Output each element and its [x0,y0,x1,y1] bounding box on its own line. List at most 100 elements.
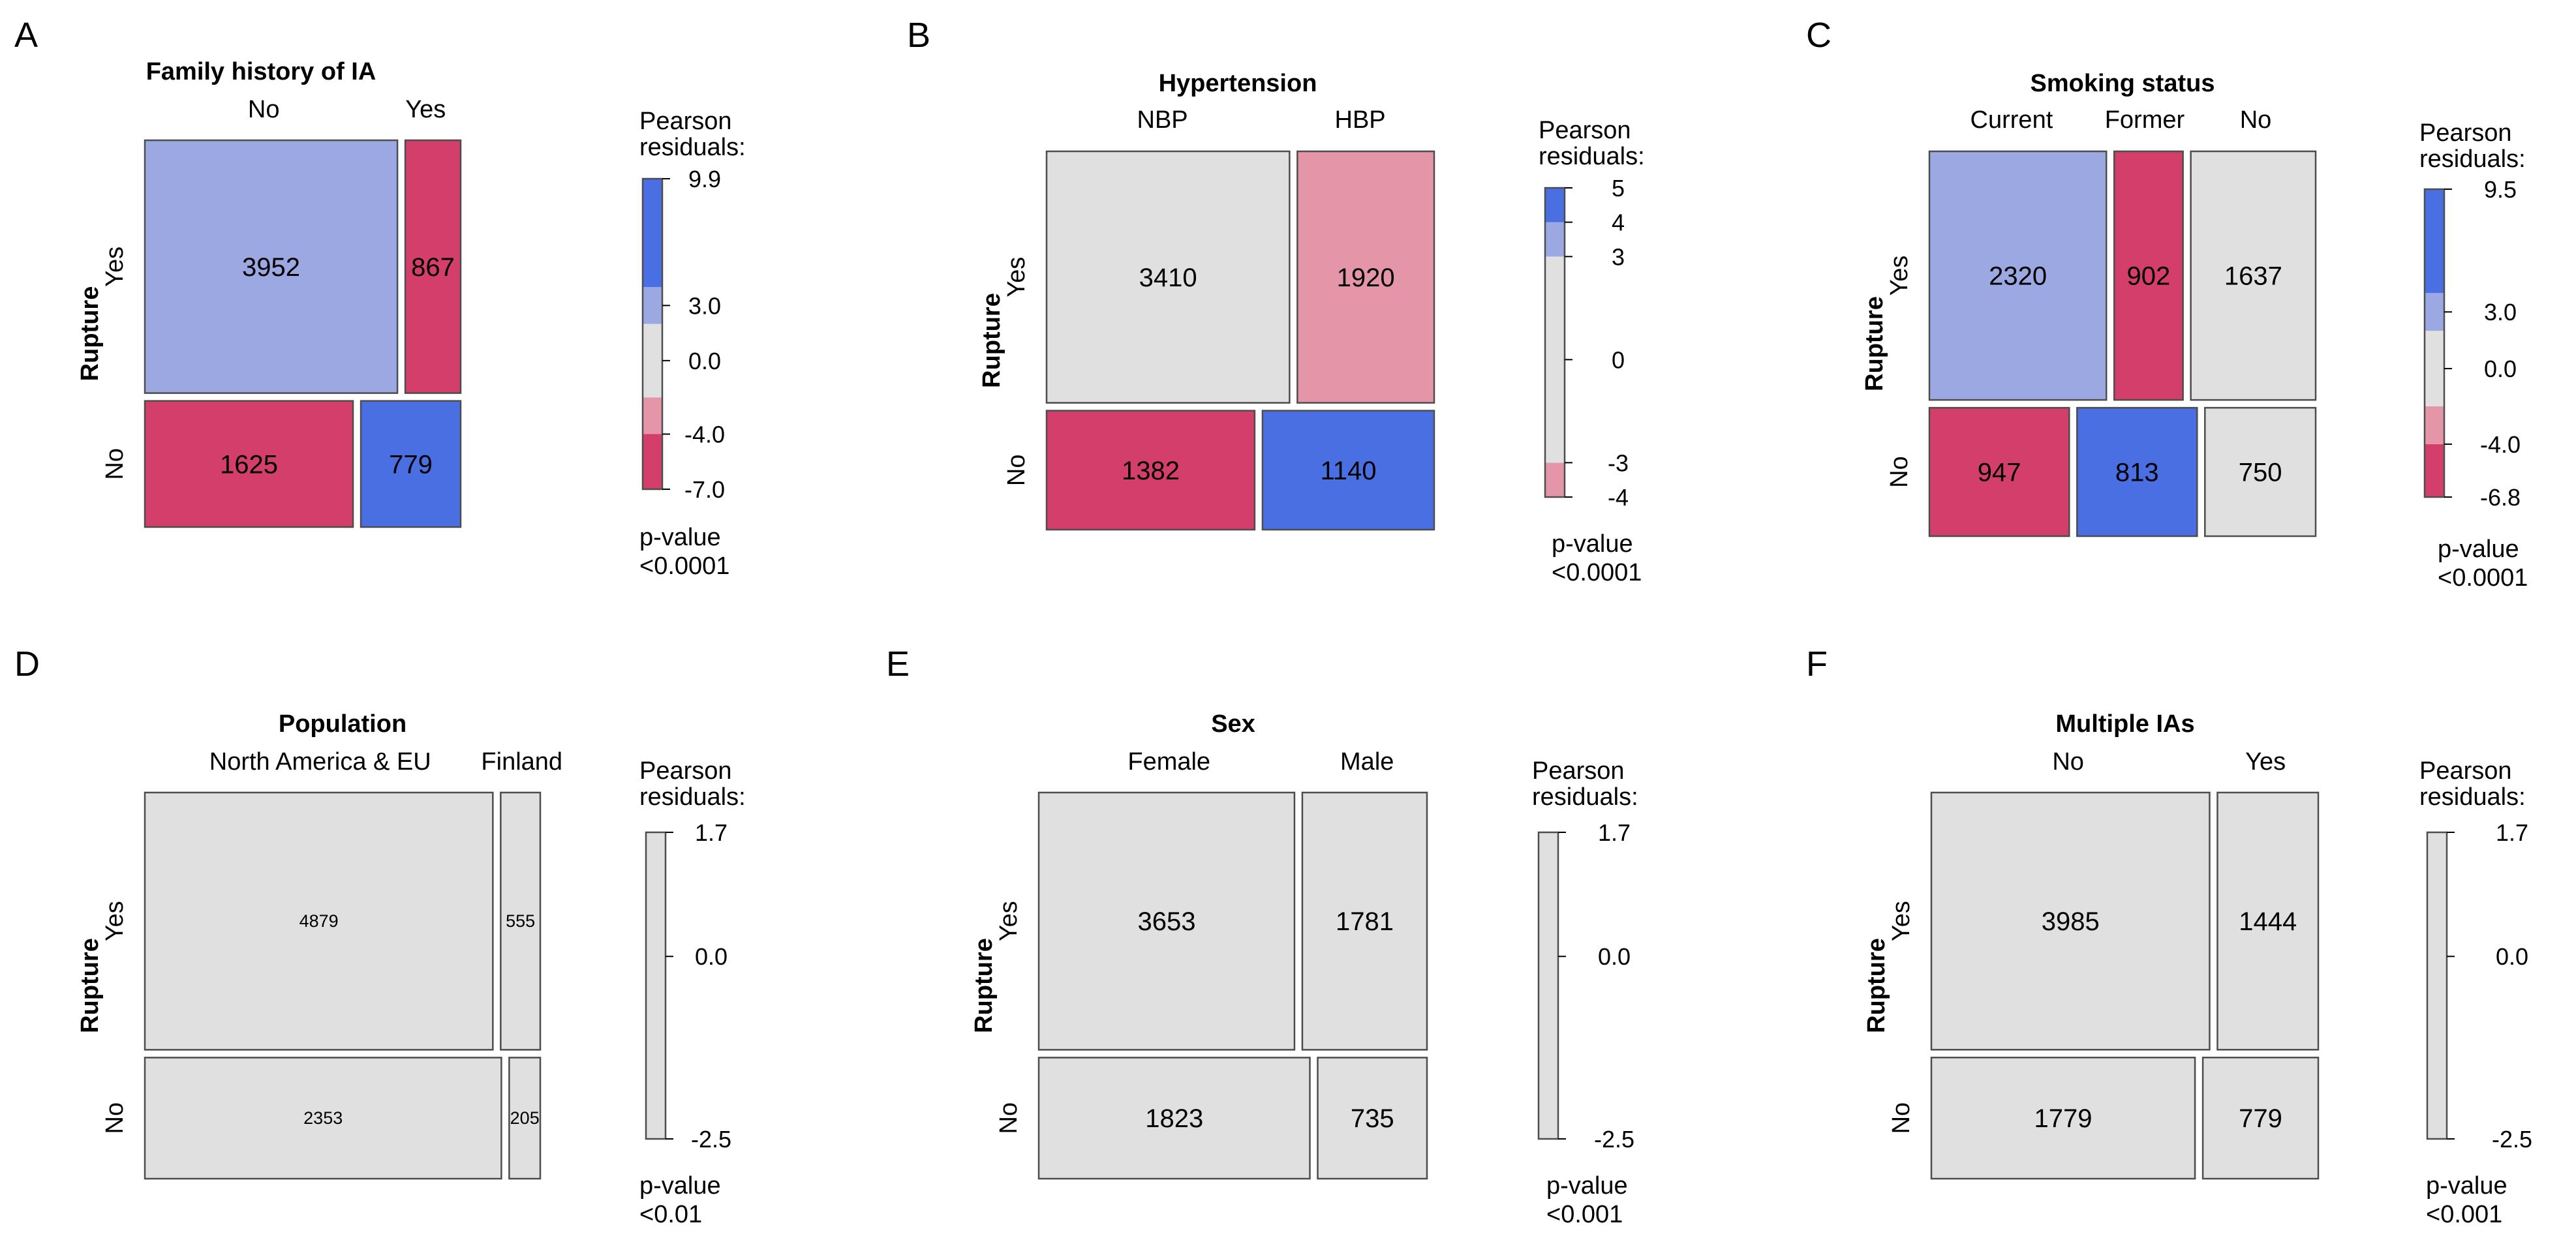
legend-band [2425,406,2444,444]
legend-title: residuals: [2419,783,2526,811]
panel-f: F Multiple IAs No Yes 3985 1444 1779 779 Yes No Ru… [1806,644,2532,1228]
legend-title: Pearson [1539,117,1631,144]
p-value-label: p-value [1552,530,1633,558]
mosaic-tile [2204,406,2317,537]
row-label: No [101,1102,129,1134]
mosaic-tile [2190,150,2317,401]
legend-tick-label: 3.0 [2484,299,2517,325]
p-value: <0.001 [1546,1201,1623,1228]
legend-frame [1537,831,1559,1140]
p-value-label: p-value [2438,536,2519,563]
tile-count: 867 [411,253,455,282]
tile-count: 3952 [242,253,300,282]
legend-band [2425,293,2444,331]
mosaic-tile [1045,410,1256,531]
legend-frame [641,177,664,491]
row-axis-label: Rupture [978,293,1005,388]
tile-count: 2320 [1989,262,2047,291]
panel-letter: B [907,16,930,55]
panel-letter: E [886,644,910,684]
column-label: No [248,96,280,123]
legend-tick-label: 5 [1612,175,1625,202]
p-value: <0.01 [639,1201,702,1228]
mosaic-tile [500,791,542,1051]
legend-title: Pearson [2419,119,2512,147]
legend-tick-label: -2.5 [2492,1126,2532,1153]
tile-count: 1920 [1337,264,1395,292]
mosaic-tile [360,400,462,528]
legend-tick-label: -4 [1608,484,1629,511]
legend-band [643,324,662,398]
tile-count: 1444 [2239,907,2297,936]
chart-title: Smoking status [2031,70,2215,97]
mosaic-tile [1928,150,2108,401]
row-label: Yes [101,247,129,287]
legend-tick-label: 0.0 [1598,943,1631,970]
mosaic-tile [144,1057,502,1180]
legend-tick-label: 0 [1612,346,1625,373]
legend-band [643,179,662,288]
row-label: Yes [1003,257,1030,297]
row-label: Yes [1888,901,1915,941]
p-value-label: p-value [1546,1172,1628,1200]
legend-band [2427,832,2447,1139]
legend-tick-label: 1.7 [1598,819,1631,846]
panel-letter: C [1806,16,1832,55]
panel-b: B Hypertension NBP HBP 3410 1920 1382 1140 Yes No… [907,16,1645,586]
p-value-label: p-value [2426,1172,2507,1200]
mosaic-tile [144,791,494,1051]
mosaic-tile [144,139,399,394]
mosaic-tile [2216,791,2320,1051]
legend-band [2425,331,2444,407]
legend-tick-label: 0.0 [2496,943,2528,970]
mosaic-tile [2113,150,2184,401]
chart-title: Family history of IA [146,58,376,85]
tile-count: 3653 [1137,907,1195,936]
legend-title: residuals: [2419,145,2526,173]
tile-count: 4879 [299,911,339,931]
tile-count: 1779 [2034,1104,2093,1133]
legend-tick-label: -4.0 [2480,431,2521,458]
legend-title: Pearson [1532,757,1625,785]
p-value-label: p-value [639,524,721,551]
mosaic-tile [1930,1056,2196,1180]
column-label: NBP [1137,106,1188,134]
column-label: HBP [1335,106,1386,134]
legend-frame [645,831,667,1140]
chart-title: Hypertension [1159,70,1317,97]
row-label: No [101,448,129,480]
mosaic-tile [1928,406,2070,537]
tile-count: 1140 [1320,457,1376,485]
mosaic-tile [2076,406,2198,537]
legend-frame [2426,831,2448,1140]
legend-tick-label: -3 [1608,449,1629,476]
tile-count: 1625 [220,450,278,479]
tile-count: 1781 [1336,907,1394,936]
panel-letter: F [1806,644,1828,684]
legend-title: residuals: [1532,783,1638,811]
mosaic-tile [2201,1056,2320,1180]
tile-count: 750 [2239,459,2282,487]
column-label: Male [1340,748,1394,776]
column-label: Yes [405,96,446,123]
legend-tick-label: 9.9 [688,166,721,192]
column-label: No [2240,106,2272,134]
tile-count: 779 [2239,1104,2282,1133]
legend-tick-label: -2.5 [1594,1126,1634,1153]
legend-band [2425,444,2444,497]
panel-letter: D [14,644,40,684]
row-label: No [1003,454,1030,486]
legend-tick-label: 1.7 [695,819,728,846]
column-label: No [2052,748,2084,776]
legend-band [1545,462,1565,497]
tile-count: 1637 [2224,262,2282,291]
legend-band [643,434,662,489]
mosaic-tile [1930,791,2211,1051]
column-label: Current [1970,106,2053,134]
row-label: Yes [995,901,1022,941]
mosaic-tile [1261,410,1435,531]
legend-band [643,397,662,434]
legend-title: Pearson [639,108,732,135]
column-label: Female [1127,748,1210,776]
